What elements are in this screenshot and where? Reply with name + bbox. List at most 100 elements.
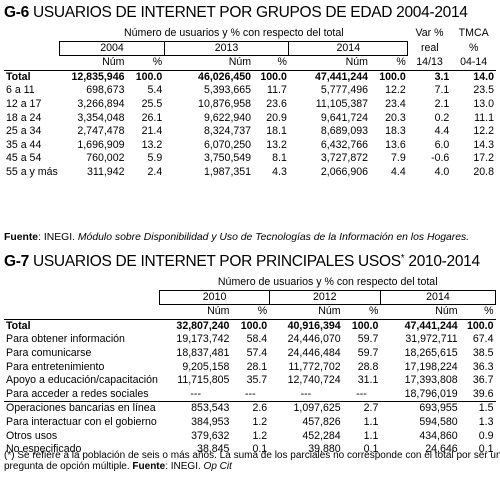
g7-cell: 59.7 <box>357 333 379 346</box>
g6-cell: 4.3 <box>272 165 287 178</box>
g6-cell: 4.0 <box>434 165 450 178</box>
g7-year-2010: 2010 <box>159 289 270 306</box>
g7-cell: 853,543 <box>191 402 230 415</box>
g6-col-num: Núm <box>228 56 252 69</box>
g7-cell: 1.3 <box>478 415 494 428</box>
g6-cell: 1,696,909 <box>77 138 125 151</box>
g7-cell: 31.1 <box>357 374 379 387</box>
g7-cell: 59.7 <box>357 346 379 359</box>
g7-cell: 47,441,244 <box>404 319 458 332</box>
g7-row-label: Operaciones bancarias en línea <box>6 402 156 415</box>
g6-cell: 13.2 <box>141 138 163 151</box>
g6-row: 6 a 11 698,673 5.4 5,393,665 11.7 5,777,496 12… <box>4 84 496 98</box>
g6-cell: 2,066,906 <box>320 165 369 178</box>
g7-title: G-7 USUARIOS DE INTERNET POR PRINCIPALES … <box>4 253 480 271</box>
g6-cell: 5.9 <box>147 152 163 165</box>
g7-row: Total 32,807,240 100.0 40,916,394 100.0 47,44… <box>4 319 496 333</box>
g6-cell: 2,747,478 <box>77 125 125 138</box>
g7-year-2012: 2012 <box>268 289 381 306</box>
g7-row: No especificado 38,845 0.1 39,880 0.1 24,646 0… <box>4 443 496 457</box>
g6-cell: 2.4 <box>147 165 163 178</box>
g7-row: Para obtener información 19,173,742 58.4 24… <box>4 333 496 347</box>
g7-row-label: Para interactuar con el gobierno <box>6 415 157 428</box>
g7-cell: 18,796,019 <box>404 387 458 400</box>
g7-cell: 1.1 <box>363 429 379 442</box>
g6-cell: 8.1 <box>272 152 287 165</box>
g7-row-label: Total <box>6 319 31 332</box>
g6-var-header: Var % <box>415 27 444 40</box>
g7-cell: 36.7 <box>472 374 494 387</box>
g6-cell: 3,750,549 <box>203 152 252 165</box>
g7-cell: 38.5 <box>472 346 494 359</box>
g6-cell: 12,835,946 <box>71 70 125 83</box>
g7-cell: 40,916,394 <box>287 319 341 332</box>
g7-cell: 452,284 <box>302 429 341 442</box>
g7-cell: 457,826 <box>302 415 341 428</box>
g6-code: G-6 <box>4 4 29 21</box>
g7-cell: 1.5 <box>478 402 494 415</box>
g7-col-num: Núm <box>207 305 230 318</box>
g6-cell: 100.0 <box>260 70 287 83</box>
g7-cell: 100.0 <box>240 319 268 332</box>
g7-cell: 32,807,240 <box>176 319 230 332</box>
g7-source-label: Fuente <box>132 461 166 472</box>
g6-cell: 1,987,351 <box>203 165 252 178</box>
g6-cell: 100.0 <box>379 70 406 83</box>
g6-row-label: 12 a 17 <box>6 97 42 110</box>
g7-row-label: Para obtener información <box>6 333 125 346</box>
g7-code: G-7 <box>4 253 29 270</box>
g7-col-num: Núm <box>435 305 458 318</box>
g6-group-header: Número de usuarios y % con respecto del … <box>123 27 344 39</box>
g6-cell: 18.3 <box>385 125 406 138</box>
g7-col-num: Núm <box>318 305 341 318</box>
g6-cell: 14.0 <box>473 70 494 83</box>
g7-cell: 594,580 <box>419 415 458 428</box>
g6-cell: 100.0 <box>135 70 163 83</box>
g6-row: 18 a 24 3,354,048 26.1 9,622,940 20.9 9,641,7… <box>4 112 496 126</box>
g7-cell: 38,845 <box>197 443 230 456</box>
g6-row-label: 25 a 34 <box>6 125 42 138</box>
g6-cell: 26.1 <box>141 111 163 124</box>
g7-footnote-line1: (*) Se refiere a la población de seis o … <box>4 450 500 461</box>
g7-cell: 17,198,224 <box>404 360 458 373</box>
g7-footnote-text: pregunta de opción múltiple. <box>4 461 133 472</box>
g7-cell: 35.7 <box>246 374 268 387</box>
g7-group-header: Número de usuarios y % con respecto del … <box>217 276 438 288</box>
g7-source-text: : INEGI. <box>165 461 204 472</box>
g7-cell: 24,446,070 <box>287 333 341 346</box>
g7-cell: 39,880 <box>308 443 341 456</box>
g6-cell: 5,777,496 <box>320 84 369 97</box>
g7-cell: 100.0 <box>466 319 494 332</box>
g6-cell: 3,354,048 <box>77 111 125 124</box>
g6-col-pct: % <box>152 56 163 69</box>
g7-cell: 0.1 <box>478 443 494 456</box>
g7-cell: 24,446,484 <box>287 346 341 359</box>
g6-col-pct: % <box>277 56 287 69</box>
g7-cell: 12,740,724 <box>287 374 341 387</box>
g6-source: Fuente: INEGI. Módulo sobre Disponibilid… <box>4 232 469 243</box>
g6-tmca-period: 04-14 <box>460 55 488 68</box>
g7-cell: 693,955 <box>419 402 458 415</box>
g7-row-label: Para comunicarse <box>6 346 92 359</box>
g7-cell: 18,837,481 <box>176 346 230 359</box>
g6-cell: 18.1 <box>266 125 287 138</box>
g7-footnote-line2: pregunta de opción múltiple. Fuente: INE… <box>4 461 500 472</box>
g6-cell: 8,324,737 <box>203 125 252 138</box>
g6-cell: 3,727,872 <box>320 152 369 165</box>
g6-col-num: Núm <box>345 56 369 69</box>
g7-cell: 434,860 <box>419 429 458 442</box>
g7-col-pct: % <box>484 305 494 318</box>
g7-cell: 67.4 <box>472 333 494 346</box>
g6-cell: 23.4 <box>385 97 406 110</box>
g6-cell: 47,441,244 <box>314 70 369 83</box>
g7-cell: 379,632 <box>191 429 230 442</box>
g7-cell: 1.1 <box>363 415 379 428</box>
g7-title-years: 2010-2014 <box>408 253 480 270</box>
g6-title: G-6 USUARIOS DE INTERNET POR GRUPOS DE ED… <box>4 4 468 22</box>
g6-source-label: Fuente <box>4 232 39 243</box>
g6-cell: 7.1 <box>434 84 450 97</box>
g6-tmca-header: TMCA <box>458 27 489 40</box>
g6-cell: 3,266,894 <box>77 97 125 110</box>
g7-row-label: Otros usos <box>6 429 58 442</box>
g6-cell: 5,393,665 <box>203 84 252 97</box>
